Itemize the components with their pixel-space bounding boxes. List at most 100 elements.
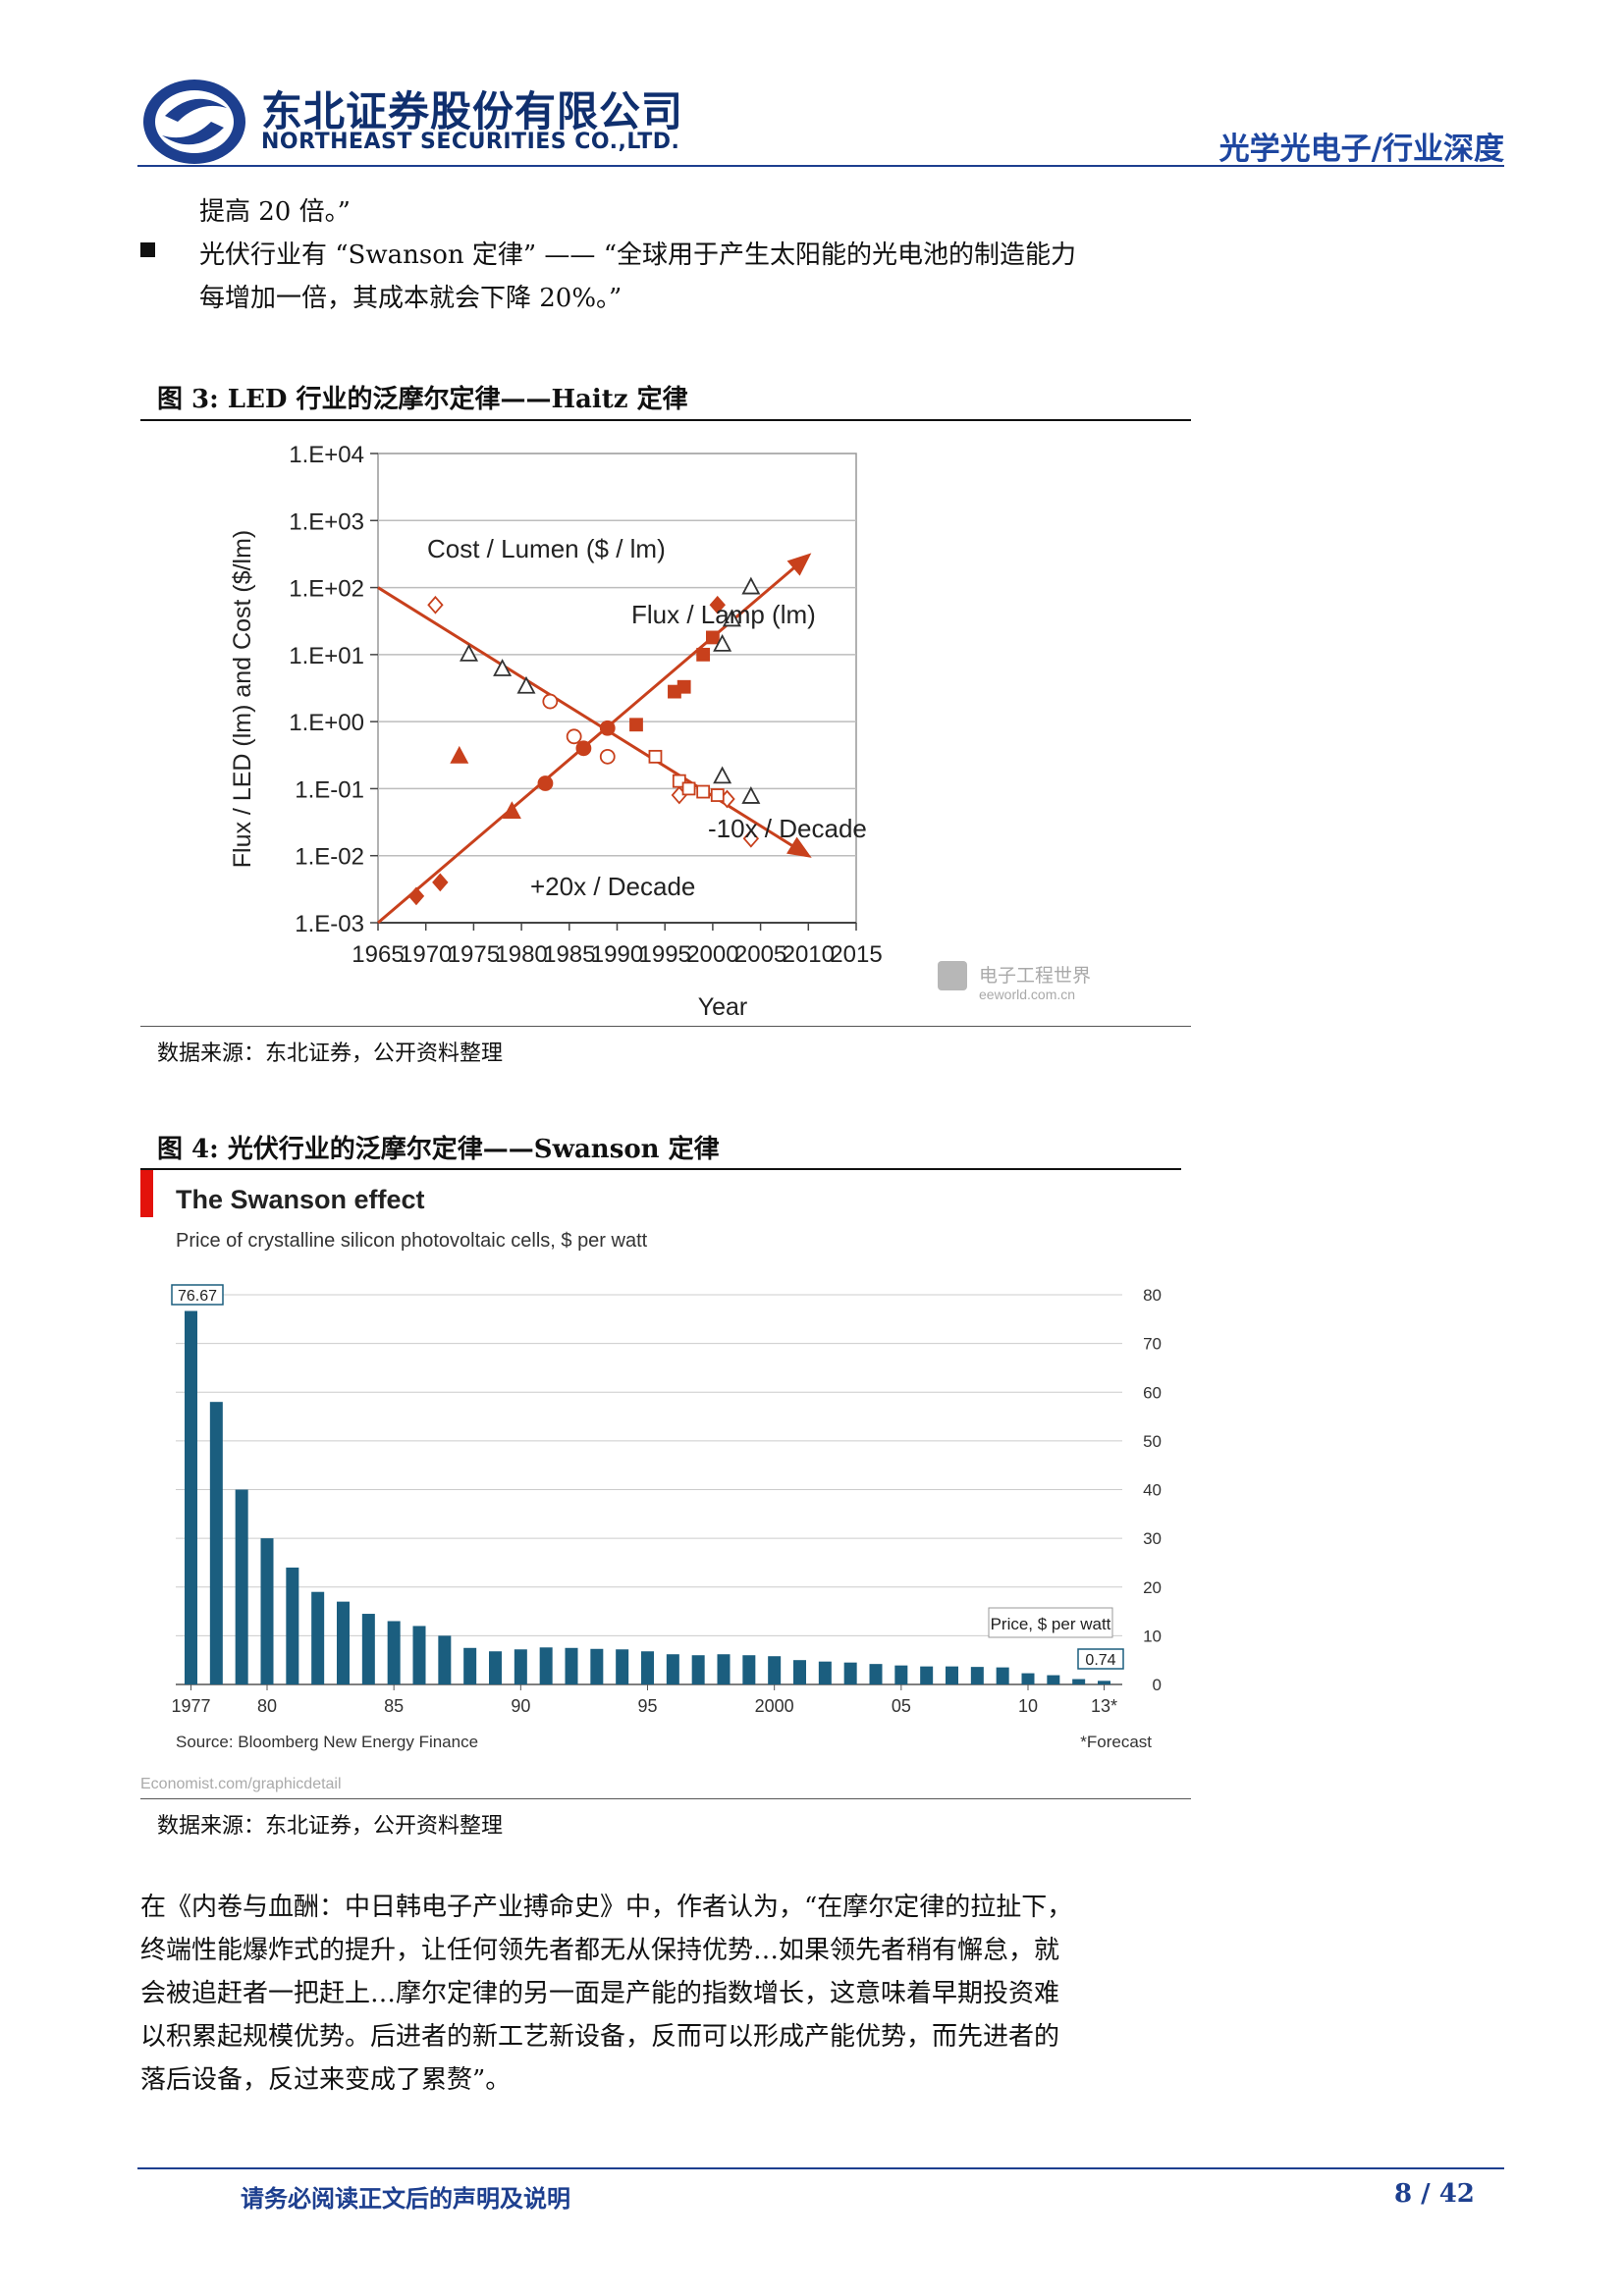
y-tick-label: 1.E+04: [289, 442, 364, 468]
data-point-filled-triangle: [450, 745, 469, 764]
data-point-open-square: [648, 749, 663, 764]
x-tick-label: 1990: [591, 941, 643, 968]
annotation-minus-10x: -10x / Decade: [708, 814, 867, 843]
bar-2002: [818, 1661, 832, 1684]
y-tick-label: 0: [1153, 1676, 1162, 1694]
bar-1993: [590, 1648, 604, 1684]
bar-2001: [793, 1660, 806, 1684]
economist-credit: Economist.com/graphicdetail: [140, 1776, 342, 1792]
data-point-filled-square: [677, 679, 691, 694]
haitz-law-chart: 1.E-03 1.E-02 1.E-01 1.E+00 1.E+01 1.E+02 1.E+…: [229, 442, 1091, 1021]
data-point-open-circle: [542, 693, 559, 710]
figure3-top-rule: [140, 419, 1191, 421]
data-point-open-triangle: [713, 766, 732, 784]
bar-1998: [717, 1654, 731, 1684]
data-point-filled-diamond: [709, 595, 726, 614]
x-tick-label: 85: [384, 1696, 404, 1716]
data-point-open-triangle: [741, 786, 761, 804]
forecast-note: *Forecast: [1080, 1733, 1152, 1751]
bar-1987: [438, 1635, 452, 1684]
data-point-filled-circle: [599, 720, 616, 736]
chart-title: The Swanson effect: [176, 1185, 425, 1214]
swanson-effect-chart: The Swanson effect Price of crystalline …: [140, 1170, 1162, 1792]
data-point-filled-circle: [575, 740, 592, 757]
bar-1994: [616, 1649, 629, 1684]
annotation-cost-lumen: Cost / Lumen ($ / lm): [427, 534, 666, 563]
bar-2008: [970, 1667, 984, 1684]
figure4-bottom-rule: [140, 1798, 1191, 1799]
trend-arrowhead: [786, 553, 812, 576]
last-value-box: [1077, 1648, 1124, 1670]
bar-1982: [311, 1591, 325, 1684]
x-tick-label: 1970: [400, 941, 452, 968]
cost-trend-line: [377, 586, 810, 857]
data-point-filled-triangle: [502, 801, 521, 820]
bar-2000: [768, 1656, 782, 1684]
data-point-filled-square: [706, 630, 720, 645]
flux-trend-line: [377, 554, 810, 925]
x-tick-label: 1975: [448, 941, 500, 968]
data-point-open-circle: [599, 748, 616, 765]
y-tick-label: 1.E-02: [295, 844, 364, 871]
bar-1978: [209, 1402, 223, 1684]
footer-divider: [137, 2167, 1504, 2169]
annotation-flux-lamp: Flux / Lamp (lm): [631, 600, 816, 629]
data-point-open-triangle: [493, 659, 513, 676]
report-category: 光学光电子/行业深度: [1218, 132, 1504, 167]
x-tick-label: 10: [1018, 1696, 1038, 1716]
legend-label: Price, $ per watt: [991, 1615, 1111, 1633]
figure3-bottom-rule: [140, 1026, 1191, 1027]
bar-1980: [260, 1538, 274, 1684]
y-axis-label: Flux / LED (lm) and Cost ($/lm): [229, 530, 256, 869]
bar-1981: [286, 1567, 299, 1684]
first-value-label: 76.67: [178, 1288, 217, 1305]
data-point-open-diamond: [742, 828, 760, 848]
company-name-en: NORTHEAST SECURITIES CO.,LTD.: [261, 130, 680, 154]
x-tick-label: 2015: [830, 941, 882, 968]
bar-2010: [1021, 1673, 1035, 1684]
figure4-source: 数据来源：东北证券，公开资料整理: [157, 1814, 504, 1839]
data-point-open-square: [696, 784, 711, 799]
data-point-open-diamond: [427, 595, 444, 614]
y-tick-label: 10: [1143, 1627, 1162, 1645]
data-point-filled-diamond: [432, 873, 449, 892]
figure3-source: 数据来源：东北证券，公开资料整理: [157, 1041, 504, 1066]
figure4-top-rule: [140, 1168, 1181, 1170]
bullet-text-line-1: 光伏行业有 “Swanson 定律” —— “全球用于产生太阳能的光电池的制造能…: [199, 240, 1076, 270]
closing-line-2: 终端性能爆炸式的提升，让任何领先者都无从保持优势…如果领先者稍有懈怠，就: [140, 1936, 1060, 1965]
bar-2012: [1072, 1679, 1086, 1684]
last-value-label: 0.74: [1085, 1652, 1115, 1669]
y-tick-label: 20: [1143, 1578, 1162, 1597]
y-tick-label: 1.E+01: [289, 643, 364, 669]
bar-1997: [691, 1655, 705, 1684]
bar-1984: [361, 1614, 375, 1684]
bar-1989: [489, 1651, 502, 1684]
x-tick-label: 1965: [352, 941, 404, 968]
bar-2006: [920, 1666, 934, 1684]
x-tick-label: 13*: [1091, 1696, 1117, 1716]
data-point-filled-square: [629, 718, 643, 732]
data-point-open-triangle: [516, 675, 536, 694]
page-number: 8 / 42: [1394, 2179, 1475, 2209]
data-point-open-triangle: [722, 609, 741, 627]
x-tick-label: 1985: [543, 941, 595, 968]
x-tick-label: 1995: [639, 941, 691, 968]
x-tick-label: 1980: [495, 941, 547, 968]
closing-line-5: 落后设备，反过来变成了累赘”。: [140, 2065, 512, 2095]
bar-1988: [463, 1647, 477, 1684]
first-value-box: [171, 1284, 224, 1306]
bullet-text-line-2: 每增加一倍，其成本就会下降 20%。”: [199, 284, 623, 313]
x-axis-label: Year: [698, 993, 748, 1021]
x-tick-label: 2000: [686, 941, 738, 968]
bar-1985: [387, 1621, 401, 1684]
data-point-filled-square: [696, 647, 711, 662]
y-tick-label: 1.E+00: [289, 710, 364, 736]
bar-2005: [894, 1665, 908, 1684]
x-tick-label: 80: [257, 1696, 277, 1716]
y-tick-label: 70: [1143, 1335, 1162, 1354]
trend-arrowhead: [786, 836, 812, 858]
y-tick-label: 30: [1143, 1529, 1162, 1548]
disclaimer-notice: 请务必阅读正文后的声明及说明: [241, 2185, 570, 2213]
bar-1999: [742, 1655, 756, 1684]
y-tick-label: 80: [1143, 1286, 1162, 1305]
